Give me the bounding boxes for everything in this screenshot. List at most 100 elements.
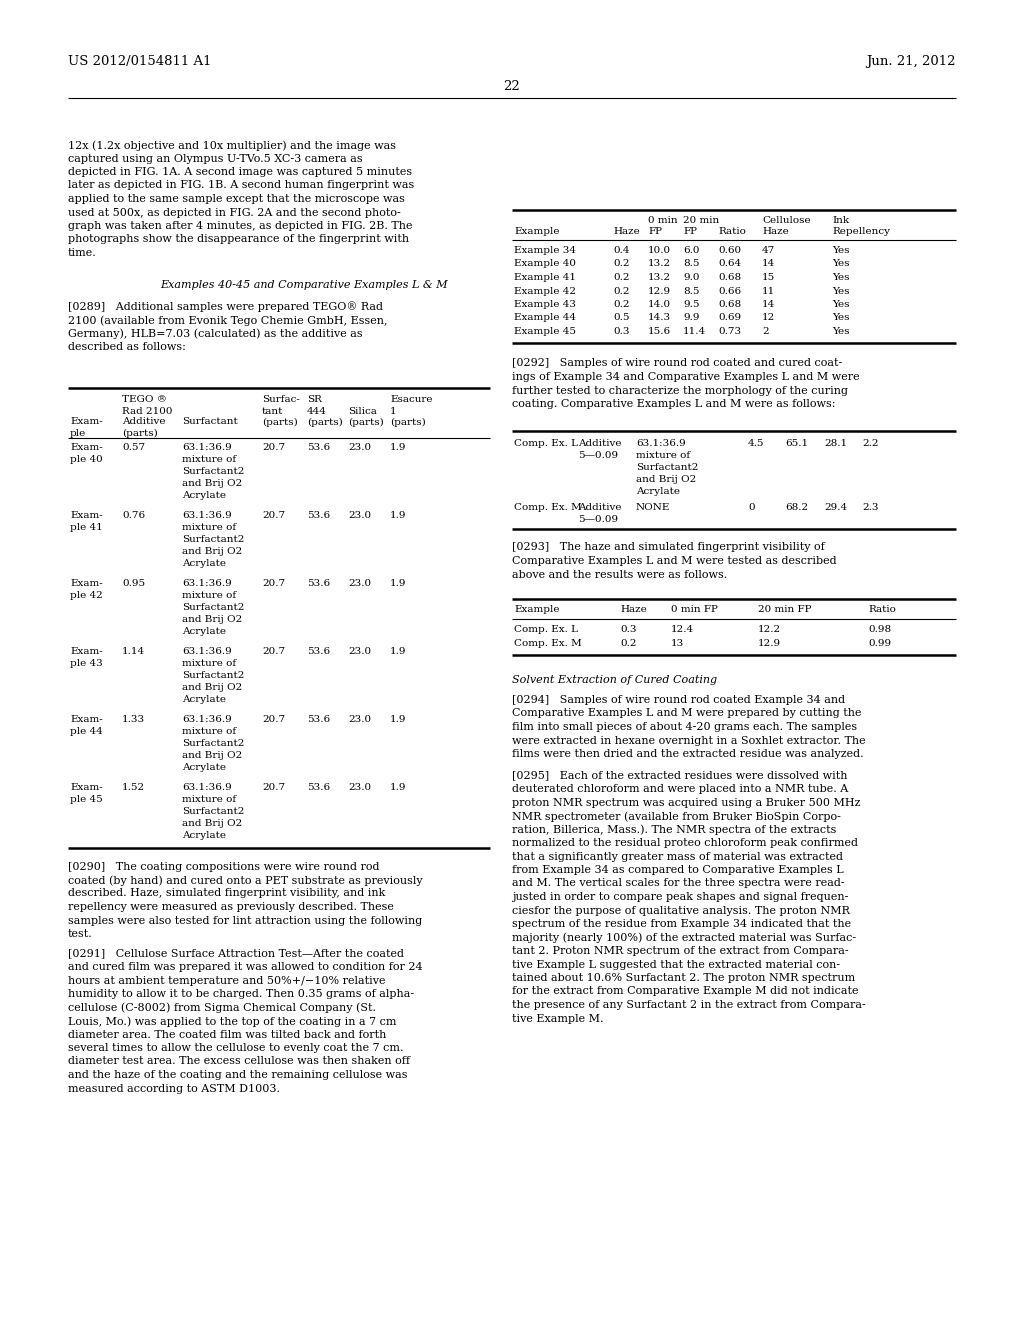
Text: Additive: Additive bbox=[578, 503, 622, 511]
Text: Additive: Additive bbox=[578, 438, 622, 447]
Text: and Brij O2: and Brij O2 bbox=[182, 751, 243, 760]
Text: 53.6: 53.6 bbox=[307, 444, 330, 453]
Text: mixture of: mixture of bbox=[182, 727, 237, 737]
Text: Surfactant: Surfactant bbox=[182, 417, 238, 426]
Text: Germany), HLB=7.03 (calculated) as the additive as: Germany), HLB=7.03 (calculated) as the a… bbox=[68, 329, 362, 339]
Text: diameter test area. The excess cellulose was then shaken off: diameter test area. The excess cellulose… bbox=[68, 1056, 410, 1067]
Text: Exam-: Exam- bbox=[70, 417, 102, 426]
Text: Surfactant2: Surfactant2 bbox=[182, 467, 245, 477]
Text: 13.2: 13.2 bbox=[648, 260, 671, 268]
Text: coated (by hand) and cured onto a PET substrate as previously: coated (by hand) and cured onto a PET su… bbox=[68, 875, 423, 886]
Text: tive Example L suggested that the extracted material con-: tive Example L suggested that the extrac… bbox=[512, 960, 840, 969]
Text: Silica: Silica bbox=[348, 407, 377, 416]
Text: Example: Example bbox=[514, 605, 559, 614]
Text: film into small pieces of about 4-20 grams each. The samples: film into small pieces of about 4-20 gra… bbox=[512, 722, 857, 733]
Text: 0.73: 0.73 bbox=[718, 327, 741, 337]
Text: 1.9: 1.9 bbox=[390, 715, 407, 725]
Text: (parts): (parts) bbox=[122, 429, 158, 438]
Text: TEGO ®: TEGO ® bbox=[122, 396, 167, 404]
Text: diameter area. The coated film was tilted back and forth: diameter area. The coated film was tilte… bbox=[68, 1030, 386, 1040]
Text: ple 40: ple 40 bbox=[70, 455, 102, 465]
Text: the presence of any Surfactant 2 in the extract from Compara-: the presence of any Surfactant 2 in the … bbox=[512, 1001, 865, 1010]
Text: NMR spectrometer (available from Bruker BioSpin Corpo-: NMR spectrometer (available from Bruker … bbox=[512, 810, 841, 821]
Text: 28.1: 28.1 bbox=[824, 438, 847, 447]
Text: and the haze of the coating and the remaining cellulose was: and the haze of the coating and the rema… bbox=[68, 1071, 408, 1080]
Text: Yes: Yes bbox=[831, 327, 850, 337]
Text: 6.0: 6.0 bbox=[683, 246, 699, 255]
Text: for the extract from Comparative Example M did not indicate: for the extract from Comparative Example… bbox=[512, 986, 858, 997]
Text: mixture of: mixture of bbox=[636, 450, 690, 459]
Text: 20.7: 20.7 bbox=[262, 511, 285, 520]
Text: 0.2: 0.2 bbox=[613, 273, 630, 282]
Text: [0291]   Cellulose Surface Attraction Test—After the coated: [0291] Cellulose Surface Attraction Test… bbox=[68, 949, 404, 958]
Text: 12.4: 12.4 bbox=[671, 624, 694, 634]
Text: 5—0.09: 5—0.09 bbox=[578, 450, 618, 459]
Text: 53.6: 53.6 bbox=[307, 579, 330, 589]
Text: 29.4: 29.4 bbox=[824, 503, 847, 511]
Text: Exam-: Exam- bbox=[70, 715, 102, 725]
Text: Surfac-: Surfac- bbox=[262, 396, 300, 404]
Text: Haze: Haze bbox=[620, 605, 647, 614]
Text: 20.7: 20.7 bbox=[262, 648, 285, 656]
Text: [0294]   Samples of wire round rod coated Example 34 and: [0294] Samples of wire round rod coated … bbox=[512, 696, 845, 705]
Text: 53.6: 53.6 bbox=[307, 715, 330, 725]
Text: Acrylate: Acrylate bbox=[182, 627, 226, 636]
Text: [0293]   The haze and simulated fingerprint visibility of: [0293] The haze and simulated fingerprin… bbox=[512, 543, 824, 553]
Text: ciesfor the purpose of qualitative analysis. The proton NMR: ciesfor the purpose of qualitative analy… bbox=[512, 906, 850, 916]
Text: 65.1: 65.1 bbox=[785, 438, 808, 447]
Text: 9.9: 9.9 bbox=[683, 314, 699, 322]
Text: 11: 11 bbox=[762, 286, 775, 296]
Text: 0.3: 0.3 bbox=[620, 624, 637, 634]
Text: [0295]   Each of the extracted residues were dissolved with: [0295] Each of the extracted residues we… bbox=[512, 771, 848, 780]
Text: captured using an Olympus U-TVo.5 XC-3 camera as: captured using an Olympus U-TVo.5 XC-3 c… bbox=[68, 153, 362, 164]
Text: [0292]   Samples of wire round rod coated and cured coat-: [0292] Samples of wire round rod coated … bbox=[512, 359, 843, 368]
Text: 0.2: 0.2 bbox=[613, 260, 630, 268]
Text: Acrylate: Acrylate bbox=[182, 560, 226, 569]
Text: Surfactant2: Surfactant2 bbox=[182, 672, 245, 681]
Text: 63.1:36.9: 63.1:36.9 bbox=[636, 438, 686, 447]
Text: several times to allow the cellulose to evenly coat the 7 cm.: several times to allow the cellulose to … bbox=[68, 1043, 403, 1053]
Text: Jun. 21, 2012: Jun. 21, 2012 bbox=[866, 55, 956, 69]
Text: and Brij O2: and Brij O2 bbox=[182, 615, 243, 624]
Text: Haze: Haze bbox=[762, 227, 788, 236]
Text: 14.3: 14.3 bbox=[648, 314, 671, 322]
Text: 0.3: 0.3 bbox=[613, 327, 630, 337]
Text: ple 44: ple 44 bbox=[70, 727, 102, 737]
Text: 63.1:36.9: 63.1:36.9 bbox=[182, 715, 231, 725]
Text: and Brij O2: and Brij O2 bbox=[182, 820, 243, 829]
Text: mixture of: mixture of bbox=[182, 796, 237, 804]
Text: mixture of: mixture of bbox=[182, 455, 237, 465]
Text: measured according to ASTM D1003.: measured according to ASTM D1003. bbox=[68, 1084, 280, 1093]
Text: above and the results were as follows.: above and the results were as follows. bbox=[512, 569, 727, 579]
Text: Example 42: Example 42 bbox=[514, 286, 575, 296]
Text: US 2012/0154811 A1: US 2012/0154811 A1 bbox=[68, 55, 212, 69]
Text: Repellency: Repellency bbox=[831, 227, 890, 236]
Text: Comparative Examples L and M were prepared by cutting the: Comparative Examples L and M were prepar… bbox=[512, 709, 861, 718]
Text: spectrum of the residue from Example 34 indicated that the: spectrum of the residue from Example 34 … bbox=[512, 919, 851, 929]
Text: ple 45: ple 45 bbox=[70, 796, 102, 804]
Text: 12.2: 12.2 bbox=[758, 624, 781, 634]
Text: Comp. Ex. M: Comp. Ex. M bbox=[514, 639, 582, 648]
Text: Exam-: Exam- bbox=[70, 444, 102, 453]
Text: 1.52: 1.52 bbox=[122, 784, 145, 792]
Text: 20.7: 20.7 bbox=[262, 579, 285, 589]
Text: 8.5: 8.5 bbox=[683, 286, 699, 296]
Text: 1.9: 1.9 bbox=[390, 648, 407, 656]
Text: humidity to allow it to be charged. Then 0.35 grams of alpha-: humidity to allow it to be charged. Then… bbox=[68, 989, 414, 999]
Text: 15.6: 15.6 bbox=[648, 327, 671, 337]
Text: majority (nearly 100%) of the extracted material was Surfac-: majority (nearly 100%) of the extracted … bbox=[512, 932, 856, 942]
Text: ple 43: ple 43 bbox=[70, 660, 102, 668]
Text: 1.9: 1.9 bbox=[390, 444, 407, 453]
Text: repellency were measured as previously described. These: repellency were measured as previously d… bbox=[68, 902, 394, 912]
Text: and cured film was prepared it was allowed to condition for 24: and cured film was prepared it was allow… bbox=[68, 962, 423, 972]
Text: described as follows:: described as follows: bbox=[68, 342, 186, 352]
Text: 0.60: 0.60 bbox=[718, 246, 741, 255]
Text: Example 43: Example 43 bbox=[514, 300, 575, 309]
Text: 1.9: 1.9 bbox=[390, 511, 407, 520]
Text: 23.0: 23.0 bbox=[348, 648, 371, 656]
Text: Yes: Yes bbox=[831, 246, 850, 255]
Text: were extracted in hexane overnight in a Soxhlet extractor. The: were extracted in hexane overnight in a … bbox=[512, 735, 865, 746]
Text: 0.57: 0.57 bbox=[122, 444, 145, 453]
Text: 0: 0 bbox=[748, 503, 755, 511]
Text: and Brij O2: and Brij O2 bbox=[182, 684, 243, 693]
